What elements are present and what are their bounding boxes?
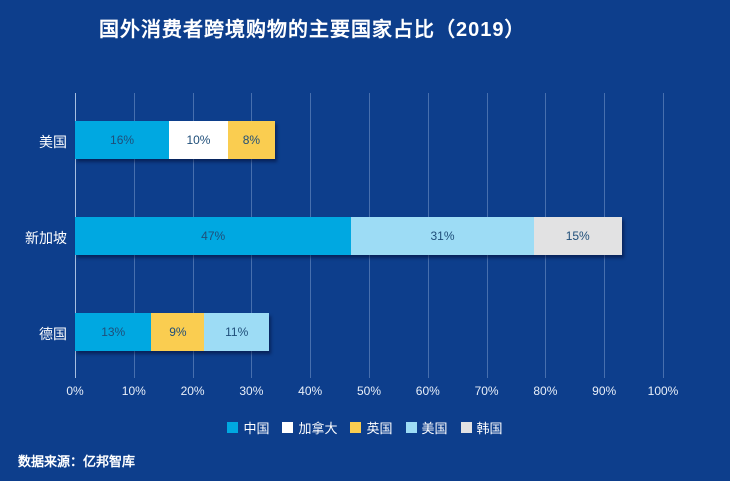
legend-item: 韩国 — [460, 418, 503, 437]
x-tick-label: 70% — [474, 384, 499, 398]
bar-segment: 15% — [533, 217, 622, 255]
category-label: 美国 — [39, 134, 67, 150]
legend-item: 美国 — [405, 418, 448, 437]
legend: 中国 加拿大 英国 美国 韩国 — [0, 418, 730, 437]
bar-segment-label: 13% — [101, 325, 126, 339]
legend-swatch — [405, 422, 417, 433]
x-tick-label: 20% — [180, 384, 205, 398]
plot-area: 16% 10% 8% 47% 31% 15% 13% 9% 11% — [75, 93, 664, 378]
legend-item-label: 中国 — [243, 421, 270, 436]
x-tick-label: 30% — [239, 384, 264, 398]
legend-item-label: 英国 — [366, 421, 393, 436]
bar-row: 13% 9% 11% — [75, 313, 270, 351]
bar-segment: 9% — [151, 313, 205, 351]
bar-row: 16% 10% 8% — [75, 121, 275, 159]
bar-segment-label: 11% — [225, 325, 249, 339]
category-label: 新加坡 — [25, 230, 67, 246]
x-tick-label: 90% — [592, 384, 617, 398]
x-tick-label: 10% — [121, 384, 146, 398]
chart-title: 国外消费者跨境购物的主要国家占比（2019） — [99, 19, 526, 41]
bar-row: 47% 31% 15% — [75, 217, 622, 255]
bar-segment-label: 9% — [169, 325, 187, 339]
legend-swatch — [227, 422, 239, 433]
bar-segment: 31% — [351, 217, 534, 255]
bar-segment: 13% — [75, 313, 152, 351]
legend-item: 中国 — [227, 418, 269, 437]
legend-item-label: 加拿大 — [298, 421, 338, 436]
legend-item: 英国 — [350, 418, 393, 437]
bar-segment: 10% — [169, 121, 228, 159]
x-tick-label: 100% — [647, 384, 679, 398]
bar-segment-label: 8% — [242, 133, 261, 147]
bar-segment-label: 31% — [430, 229, 455, 243]
legend-swatch — [282, 422, 294, 433]
legend-item-label: 韩国 — [476, 421, 503, 436]
x-tick-label: 40% — [298, 384, 323, 398]
x-tick-label: 80% — [533, 384, 558, 398]
bar-segment: 8% — [227, 121, 275, 159]
legend-swatch — [460, 422, 472, 433]
bar-segment: 16% — [75, 121, 170, 159]
bar-segment-label: 15% — [565, 229, 590, 243]
category-label: 德国 — [39, 326, 67, 342]
legend-swatch — [350, 422, 362, 433]
x-tick-label: 0% — [66, 384, 84, 398]
x-tick-label: 60% — [415, 384, 440, 398]
x-tick-label: 50% — [356, 384, 382, 398]
legend-item-label: 美国 — [421, 421, 448, 436]
bar-segment: 11% — [204, 313, 270, 351]
legend-item: 加拿大 — [282, 418, 337, 437]
bar-segment-label: 47% — [201, 229, 226, 243]
bar-segment: 47% — [75, 217, 352, 255]
gridline — [663, 93, 664, 378]
bar-segment-label: 16% — [110, 133, 135, 147]
bar-segment-label: 10% — [186, 133, 211, 147]
source-label: 数据来源：亿邦智库 — [18, 454, 136, 469]
